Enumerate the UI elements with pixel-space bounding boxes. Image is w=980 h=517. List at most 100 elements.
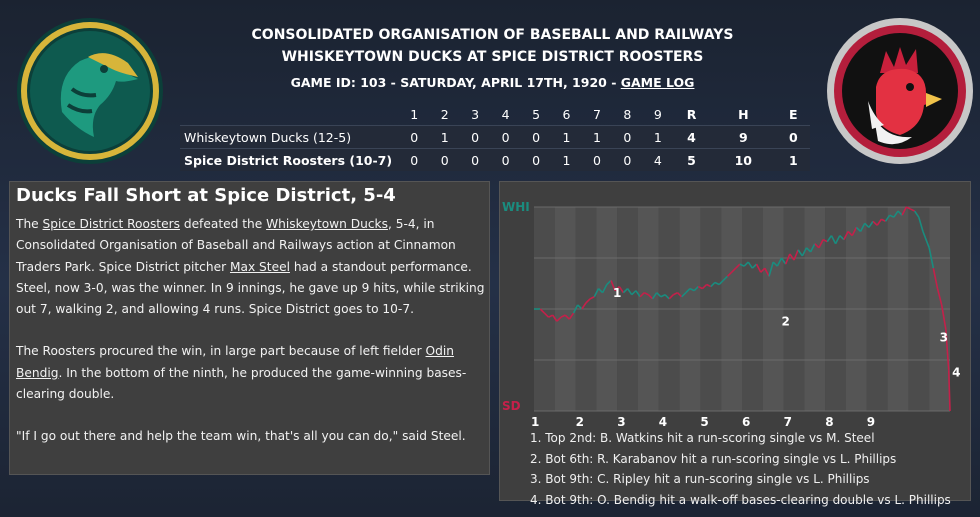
win-probability-segment bbox=[889, 214, 895, 218]
inning-tick-label: 7 bbox=[784, 415, 792, 429]
win-probability-segment bbox=[839, 234, 845, 241]
win-probability-segment bbox=[673, 291, 678, 296]
win-probability-segment bbox=[789, 253, 795, 261]
win-probability-segment bbox=[747, 261, 754, 269]
win-probability-segment bbox=[932, 268, 939, 289]
win-probability-segment bbox=[947, 370, 951, 412]
story-paragraph: "If I go out there and help the team win… bbox=[16, 429, 466, 444]
scoring-note: 3. Bot 9th: C. Ripley hit a run-scoring … bbox=[530, 472, 870, 486]
runs-header: R bbox=[686, 106, 697, 122]
inning-tick-label: 8 bbox=[825, 415, 833, 429]
win-probability-segment bbox=[910, 208, 915, 212]
linescore-runs: 5 bbox=[687, 152, 696, 168]
story-headline: Ducks Fall Short at Spice District, 5-4 bbox=[16, 185, 396, 206]
linescore-cell: 0 bbox=[623, 129, 632, 145]
scoring-note: 4. Bot 9th: O. Bendig hit a walk-off bas… bbox=[530, 492, 951, 507]
away-team-link[interactable]: Whiskeytown Ducks bbox=[266, 217, 388, 231]
win-probability-segment bbox=[918, 216, 924, 232]
away-end-label: WHI bbox=[502, 200, 530, 214]
win-probability-segment bbox=[685, 288, 691, 294]
win-probability-segment bbox=[660, 294, 666, 298]
win-probability-segment bbox=[622, 288, 629, 294]
home-team-name[interactable]: Spice District Roosters (10-7) bbox=[184, 152, 393, 168]
win-probability-segment bbox=[543, 312, 550, 318]
scoring-note: 2. Bot 6th: R. Karabanov hit a run-scori… bbox=[530, 451, 897, 466]
linescore-cell: 0 bbox=[501, 152, 510, 168]
win-probability-segment bbox=[539, 308, 545, 314]
win-probability-segment bbox=[928, 247, 935, 269]
story-text: , 5-4, in Consolidated Organisation of B… bbox=[16, 217, 456, 274]
linescore-hits: 10 bbox=[734, 152, 752, 168]
linescore-cell: 0 bbox=[410, 129, 419, 145]
pitcher-link[interactable]: Max Steel bbox=[229, 259, 290, 274]
scoring-play-marker: 1 bbox=[613, 286, 621, 300]
away-team-name[interactable]: Whiskeytown Ducks (12-5) bbox=[184, 129, 352, 145]
win-probability-segment bbox=[626, 288, 633, 296]
win-probability-segment bbox=[664, 294, 670, 300]
win-probability-segment bbox=[647, 294, 654, 300]
win-probability-segment bbox=[693, 285, 699, 292]
win-probability-segment bbox=[631, 290, 637, 296]
linescore-cell: 0 bbox=[623, 152, 632, 168]
win-probability-segment bbox=[689, 287, 695, 292]
linescore-cell: 0 bbox=[501, 129, 510, 145]
inning-tick-label: 6 bbox=[742, 415, 750, 429]
win-probability-segment bbox=[726, 271, 733, 277]
win-probability-segment bbox=[643, 291, 649, 296]
linescore-runs: 4 bbox=[687, 129, 696, 145]
inning-tick-label: 5 bbox=[700, 415, 708, 429]
inning-tick-label: 9 bbox=[867, 415, 875, 429]
win-probability-segment bbox=[552, 314, 558, 322]
game-info-text: GAME ID: 103 - SATURDAY, APRIL 17TH, 192… bbox=[290, 75, 621, 90]
win-probability-segment bbox=[801, 247, 808, 257]
linescore-header-row: 1 2 3 4 5 6 7 8 9 R H E bbox=[180, 103, 810, 126]
win-probability-segment bbox=[714, 281, 720, 286]
linescore-cell: 1 bbox=[562, 129, 571, 145]
linescore-cell: 1 bbox=[592, 129, 601, 145]
win-probability-segment bbox=[697, 285, 703, 290]
win-probability-segment bbox=[635, 290, 641, 298]
win-probability-segment bbox=[668, 294, 674, 300]
win-probability-segment bbox=[731, 267, 737, 273]
win-probability-segment bbox=[614, 285, 620, 292]
scoring-play-marker: 4 bbox=[952, 365, 960, 379]
win-probability-segment bbox=[556, 316, 562, 322]
linescore-cell: 0 bbox=[410, 152, 419, 168]
win-probability-segment bbox=[830, 235, 837, 245]
league-title: CONSOLIDATED ORGANISATION OF BASEBALL AN… bbox=[251, 27, 734, 43]
win-probability-segment bbox=[656, 292, 662, 298]
win-probability-segment bbox=[901, 206, 908, 216]
scoring-play-marker: 2 bbox=[782, 314, 790, 328]
linescore-cell: 0 bbox=[471, 152, 480, 168]
roosters-logo-icon bbox=[826, 17, 974, 165]
win-probability-segment bbox=[585, 298, 591, 304]
inning-tick-label: 3 bbox=[617, 415, 625, 429]
win-probability-segment bbox=[760, 267, 766, 273]
linescore-errors: 1 bbox=[788, 152, 798, 168]
win-probability-segment bbox=[936, 288, 943, 306]
linescore-cell: 1 bbox=[562, 152, 571, 168]
win-probability-segment bbox=[593, 288, 600, 298]
game-log-link[interactable]: GAME LOG bbox=[620, 75, 695, 90]
win-probability-segment bbox=[793, 249, 799, 261]
linescore-row-away: Whiskeytown Ducks (12-5) 0 1 0 0 0 1 1 0… bbox=[180, 125, 810, 149]
player-link[interactable]: Odin Bendig bbox=[16, 344, 454, 380]
linescore-row-home: Spice District Roosters (10-7) 0 0 0 0 0… bbox=[180, 148, 810, 171]
win-probability-segment bbox=[822, 238, 828, 243]
home-team-link[interactable]: Spice District Roosters bbox=[42, 217, 180, 231]
win-probability-segment bbox=[855, 226, 862, 233]
ducks-logo-icon bbox=[16, 17, 164, 165]
inning-header: 4 bbox=[501, 106, 510, 122]
win-probability-segment bbox=[755, 263, 762, 273]
inning-tick-label: 1 bbox=[531, 415, 539, 429]
linescore-cell: 0 bbox=[440, 152, 449, 168]
win-probability-segment bbox=[826, 235, 833, 243]
win-probability-segment bbox=[905, 206, 911, 210]
game-story-panel: Ducks Fall Short at Spice District, 5-4 … bbox=[9, 181, 490, 475]
win-probability-segment bbox=[681, 292, 687, 298]
linescore-cell: 0 bbox=[532, 152, 541, 168]
win-probability-segment bbox=[548, 314, 554, 318]
matchup-title: WHISKEYTOWN DUCKS AT SPICE DISTRICT ROOS… bbox=[281, 49, 704, 65]
hits-header: H bbox=[738, 106, 749, 122]
win-probability-segment bbox=[913, 210, 920, 218]
